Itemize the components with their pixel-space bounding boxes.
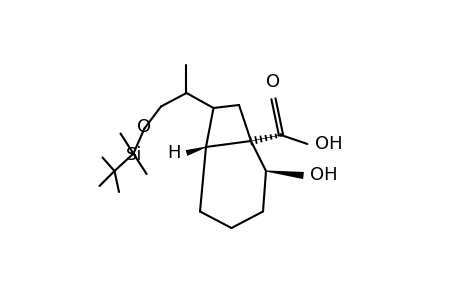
- Text: O: O: [266, 73, 280, 91]
- Polygon shape: [265, 170, 303, 179]
- Polygon shape: [185, 147, 206, 156]
- Text: Si: Si: [126, 146, 142, 164]
- Text: OH: OH: [314, 135, 342, 153]
- Text: OH: OH: [309, 167, 337, 184]
- Text: H: H: [167, 144, 181, 162]
- Text: O: O: [137, 118, 151, 136]
